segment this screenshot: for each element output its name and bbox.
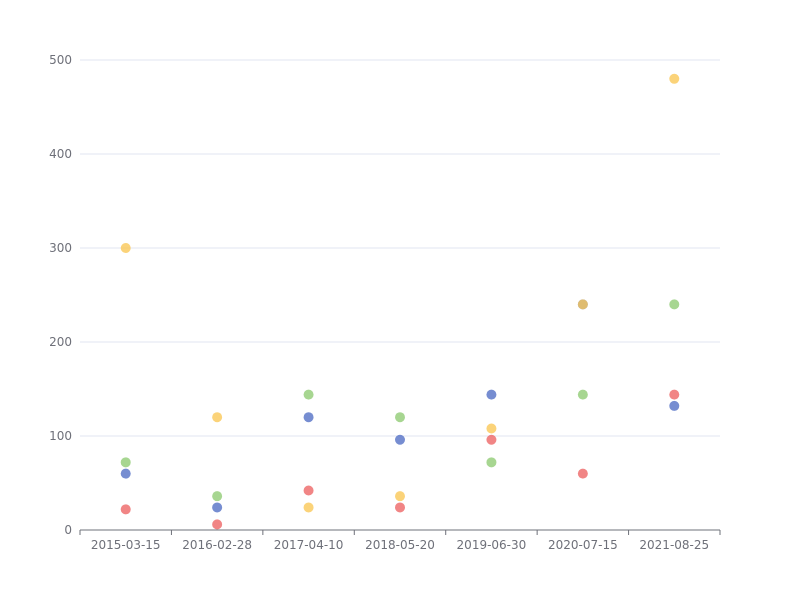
x-tick-label: 2019-06-30 [457, 538, 527, 552]
data-point-series-1 [395, 434, 405, 445]
data-point-series-2 [303, 389, 314, 400]
data-point-series-1 [303, 412, 314, 423]
data-point-series-2 [669, 299, 680, 310]
y-tick-label: 400 [49, 147, 72, 161]
x-tick-label: 2018-05-20 [365, 538, 435, 552]
x-tick-label: 2017-04-10 [274, 538, 344, 552]
y-tick-label: 500 [49, 53, 72, 67]
data-point-series-3 [303, 502, 314, 513]
y-tick-label: 100 [49, 429, 72, 443]
data-point-series-1 [212, 502, 223, 513]
x-tick-label: 2021-08-25 [639, 538, 709, 552]
data-point-series-4 [669, 389, 680, 400]
x-tick-label: 2016-02-28 [182, 538, 252, 552]
data-point-series-3 [395, 491, 405, 502]
axes: 0 100 200 300 400 500 2015-03-15 2016-02-28 2017… [49, 53, 721, 552]
data-point-series-2 [577, 389, 588, 400]
data-point-series-2 [212, 491, 223, 502]
data-point-series-4 [395, 502, 405, 513]
data-point-series-4 [120, 504, 131, 515]
y-tick-label: 0 [64, 523, 72, 537]
data-point-series-2 [120, 457, 131, 468]
data-point-series-3 [486, 423, 497, 434]
x-tick-label: 2020-07-15 [548, 538, 618, 552]
data-point-series-2 [395, 412, 405, 423]
data-points [120, 73, 680, 530]
data-point-series-2 [486, 457, 497, 468]
y-tick-label: 200 [49, 335, 72, 349]
y-tick-label: 300 [49, 241, 72, 255]
data-point-series-3 [577, 299, 588, 310]
data-point-series-3 [120, 243, 131, 253]
x-tick-label: 2015-03-15 [91, 538, 161, 552]
data-point-series-3 [212, 412, 223, 423]
data-point-series-4 [486, 434, 497, 445]
grid-lines [80, 59, 720, 437]
data-point-series-3 [669, 73, 680, 84]
data-point-series-4 [303, 485, 314, 496]
data-point-series-1 [669, 400, 680, 411]
data-point-series-1 [120, 468, 131, 479]
data-point-series-4 [577, 468, 588, 479]
data-point-series-1 [486, 389, 497, 400]
data-point-series-4 [212, 519, 223, 530]
